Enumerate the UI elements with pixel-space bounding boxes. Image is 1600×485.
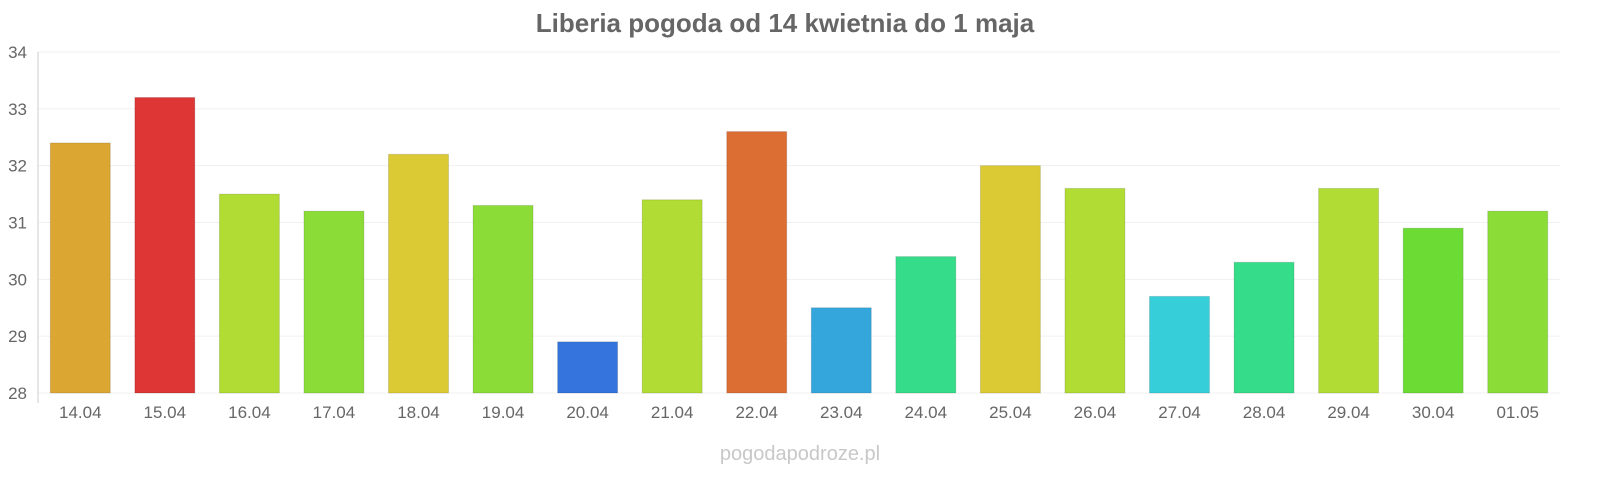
x-tick-label: 17.04 [313,403,356,422]
x-tick-label: 30.04 [1412,403,1455,422]
y-tick-label: 31 [8,214,27,233]
y-tick-label: 34 [8,43,27,62]
chart-title: Liberia pogoda od 14 kwietnia do 1 maja [536,8,1035,38]
bar-17.04 [303,210,365,394]
x-tick-label: 29.04 [1327,403,1370,422]
bar-01.05 [1487,210,1549,394]
bar-24.04 [895,256,957,394]
bar-21.04 [641,199,703,394]
x-tick-label: 28.04 [1243,403,1286,422]
bar-19.04 [472,204,534,394]
watermark: pogodapodroze.pl [720,443,880,465]
bar-26.04 [1064,187,1126,394]
bar-23.04 [810,307,872,394]
y-tick-label: 28 [8,384,27,403]
x-tick-label: 14.04 [59,403,102,422]
x-tick-label: 25.04 [989,403,1032,422]
x-tick-label: 18.04 [397,403,440,422]
x-tick-label: 26.04 [1074,403,1117,422]
bar-20.04 [557,341,619,394]
x-tick-label: 22.04 [735,403,778,422]
y-tick-label: 32 [8,157,27,176]
bar-29.04 [1318,187,1380,394]
x-tick-label: 21.04 [651,403,694,422]
x-tick-label: 20.04 [566,403,609,422]
x-tick-label: 27.04 [1158,403,1201,422]
x-tick-label: 24.04 [905,403,948,422]
y-tick-label: 33 [8,100,27,119]
x-tick-label: 15.04 [144,403,187,422]
bar-30.04 [1402,227,1464,394]
y-tick-label: 29 [8,327,27,346]
y-tick-label: 30 [8,270,27,289]
bar-14.04 [49,142,111,394]
bar-25.04 [979,165,1041,394]
bar-28.04 [1233,261,1295,394]
bar-15.04 [134,96,196,394]
bar-27.04 [1149,295,1210,394]
bar-16.04 [218,193,280,394]
x-tick-label: 19.04 [482,403,525,422]
bar-22.04 [726,131,788,394]
bar-18.04 [388,153,449,394]
x-tick-label: 01.05 [1496,403,1539,422]
x-tick-label: 16.04 [228,403,271,422]
x-tick-label: 23.04 [820,403,863,422]
